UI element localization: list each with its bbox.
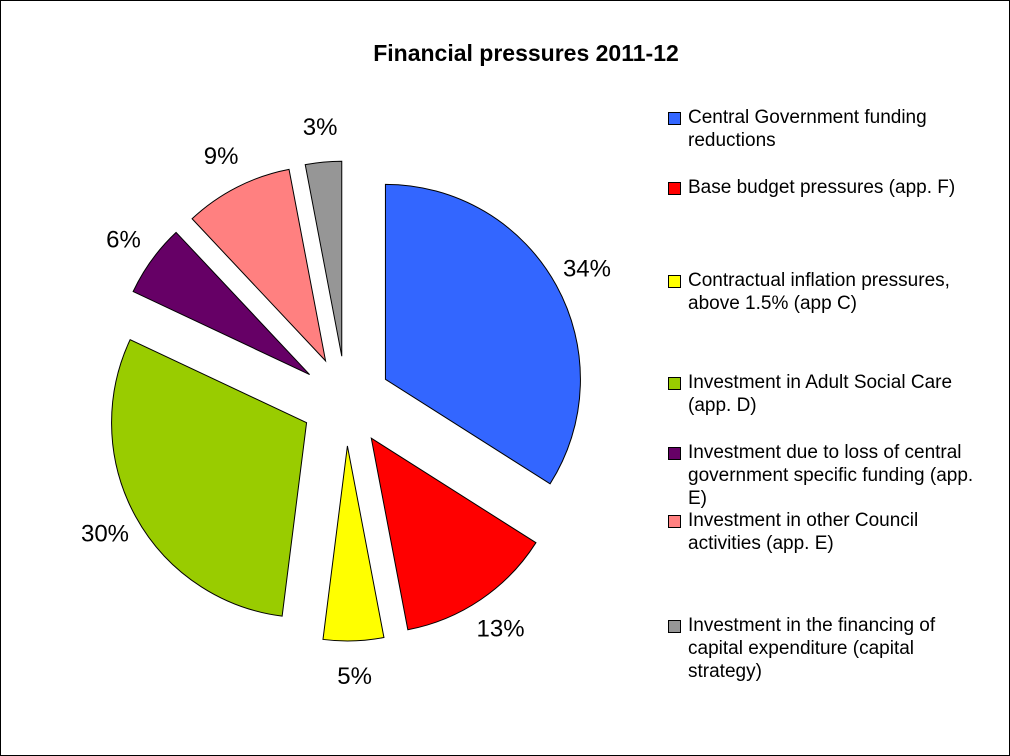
legend-entry: Investment due to loss of central govern… <box>668 441 998 510</box>
pie-slice <box>322 445 385 642</box>
data-label: 13% <box>477 615 525 642</box>
legend-entry: Investment in Adult Social Care (app. D) <box>668 371 998 417</box>
legend-label: Investment in the financing of capital e… <box>688 615 936 682</box>
pie-slice <box>370 437 537 631</box>
legend-entry: Base budget pressures (app. F) <box>668 176 998 199</box>
legend-label: Investment in Adult Social Care (app. D) <box>688 372 953 416</box>
legend-label: Contractual inflation pressures, above 1… <box>688 270 950 314</box>
legend-swatch <box>668 275 681 288</box>
legend-swatch <box>668 182 681 195</box>
legend-label: Base budget pressures (app. F) <box>688 177 956 198</box>
legend-swatch <box>668 620 681 633</box>
data-label: 6% <box>106 226 141 253</box>
legend-swatch <box>668 112 681 125</box>
data-label: 9% <box>204 143 239 170</box>
legend-label: Investment in other Council activities (… <box>688 510 919 554</box>
legend-swatch <box>668 515 681 528</box>
chart-title: Financial pressures 2011-12 <box>373 40 679 66</box>
legend-swatch <box>668 447 681 460</box>
data-label: 3% <box>303 114 338 141</box>
pie-slice <box>191 168 327 363</box>
legend-swatch <box>668 377 681 390</box>
legend-label: Investment due to loss of central govern… <box>688 442 974 509</box>
data-label: 5% <box>337 663 372 690</box>
pie-slice <box>132 231 310 376</box>
legend-entry: Investment in the financing of capital e… <box>668 614 998 683</box>
legend-entry: Investment in other Council activities (… <box>668 509 998 555</box>
legend-entry: Central Government funding reductions <box>668 106 998 152</box>
data-label: 30% <box>81 520 129 547</box>
pie-slice <box>384 183 581 485</box>
pie-slice <box>111 338 308 617</box>
legend-label: Central Government funding reductions <box>688 107 927 151</box>
pie-slice <box>304 160 343 357</box>
legend-entry: Contractual inflation pressures, above 1… <box>668 269 998 315</box>
data-label: 34% <box>563 256 611 283</box>
